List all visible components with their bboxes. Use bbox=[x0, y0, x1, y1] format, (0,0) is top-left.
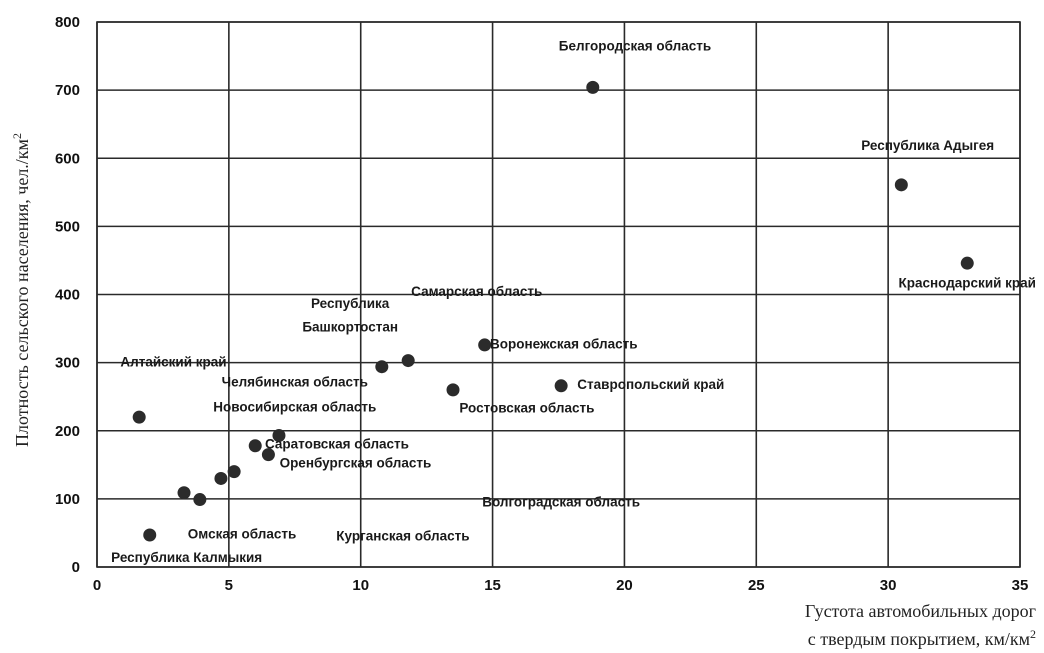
y-tick-label: 300 bbox=[55, 355, 80, 372]
data-point bbox=[214, 471, 228, 485]
x-tick-label: 5 bbox=[225, 577, 233, 594]
data-point bbox=[227, 465, 241, 479]
y-tick-label: 0 bbox=[72, 559, 80, 576]
x-axis-label-line2: с твердым покрытием, км/км2 bbox=[808, 627, 1036, 649]
data-point bbox=[143, 528, 157, 542]
data-points bbox=[132, 80, 974, 542]
point-annotation-label: Краснодарский край bbox=[899, 276, 1036, 291]
y-tick-label: 400 bbox=[55, 287, 80, 304]
y-tick-label: 700 bbox=[55, 82, 80, 99]
point-annotation-label: Республика Калмыкия bbox=[111, 550, 262, 565]
x-axis-label-line1: Густота автомобильных дорог bbox=[805, 601, 1036, 621]
data-point bbox=[960, 256, 974, 270]
x-axis-label-superscript: 2 bbox=[1030, 627, 1036, 641]
data-point bbox=[261, 448, 275, 462]
x-axis-ticks: 0 5 10 15 20 25 30 35 bbox=[93, 577, 1029, 594]
y-tick-label: 600 bbox=[55, 150, 80, 167]
x-tick-label: 35 bbox=[1012, 577, 1029, 594]
point-annotation-label: Башкортостан bbox=[302, 319, 398, 334]
data-point bbox=[554, 379, 568, 393]
data-point bbox=[177, 486, 191, 500]
data-point bbox=[132, 410, 146, 424]
x-tick-label: 30 bbox=[880, 577, 897, 594]
data-point bbox=[446, 383, 460, 397]
point-annotation-label: Новосибирская область bbox=[213, 400, 376, 415]
data-point bbox=[248, 439, 262, 453]
data-point bbox=[894, 178, 908, 192]
y-tick-label: 200 bbox=[55, 423, 80, 440]
point-annotation-label: Оренбургская область bbox=[280, 456, 432, 471]
x-tick-label: 15 bbox=[484, 577, 501, 594]
x-tick-label: 20 bbox=[616, 577, 633, 594]
y-axis-ticks: 0 100 200 300 400 500 600 700 800 bbox=[55, 14, 80, 576]
data-point bbox=[586, 80, 600, 94]
point-annotation-label: Воронежская область bbox=[490, 336, 638, 351]
data-point bbox=[193, 493, 207, 507]
y-tick-label: 800 bbox=[55, 14, 80, 31]
data-point bbox=[375, 360, 389, 374]
y-tick-label: 500 bbox=[55, 218, 80, 235]
x-tick-label: 25 bbox=[748, 577, 765, 594]
point-labels: Белгородская область Республика Адыгея Кра… bbox=[111, 39, 1036, 566]
y-axis-label: Плотность сельского населения, чел./км2 bbox=[10, 133, 32, 447]
point-annotation-label: Челябинская область bbox=[222, 374, 368, 389]
y-tick-label: 100 bbox=[55, 491, 80, 508]
point-annotation-label: Ростовская область bbox=[459, 400, 594, 415]
x-tick-label: 0 bbox=[93, 577, 101, 594]
data-point bbox=[401, 354, 415, 368]
point-annotation-label: Омская область bbox=[188, 526, 296, 541]
point-annotation-label: Саратовская область bbox=[265, 436, 409, 451]
point-annotation-label: Белгородская область bbox=[559, 39, 711, 54]
point-annotation-label: Республика bbox=[311, 296, 390, 311]
plot-frame bbox=[96, 21, 1021, 568]
point-annotation-label: Волгоградская область bbox=[482, 494, 640, 509]
y-axis-label-superscript: 2 bbox=[10, 133, 24, 139]
point-annotation-label: Курганская область bbox=[336, 528, 469, 543]
grid-lines bbox=[96, 21, 1021, 568]
data-point bbox=[272, 429, 286, 443]
point-annotation-label: Ставропольский край bbox=[577, 377, 724, 392]
data-point bbox=[478, 338, 492, 352]
x-tick-label: 10 bbox=[352, 577, 369, 594]
point-annotation-label: Алтайский край bbox=[120, 355, 226, 370]
point-annotation-label: Самарская область bbox=[411, 284, 542, 299]
point-annotation-label: Республика Адыгея bbox=[861, 138, 994, 153]
